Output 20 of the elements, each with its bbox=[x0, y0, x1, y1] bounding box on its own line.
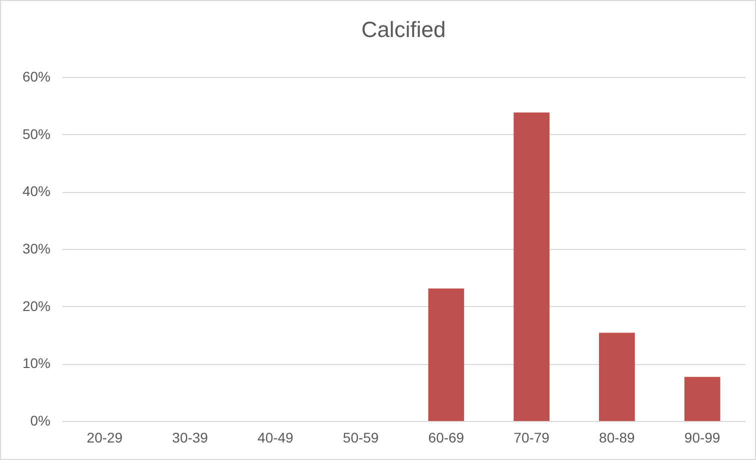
y-tick-label: 30% bbox=[22, 240, 50, 256]
x-tick-label: 40-49 bbox=[258, 430, 294, 446]
y-tick-label: 10% bbox=[22, 355, 50, 372]
y-tick-label: 0% bbox=[30, 412, 50, 428]
bar bbox=[684, 376, 720, 421]
bar bbox=[428, 288, 464, 421]
x-tick-label: 90-99 bbox=[684, 430, 720, 446]
bar bbox=[599, 332, 635, 421]
y-tick-label: 50% bbox=[22, 126, 50, 142]
y-tick-label: 40% bbox=[22, 183, 50, 200]
x-tick-label: 20-29 bbox=[86, 430, 123, 446]
x-tick-label: 30-39 bbox=[172, 430, 208, 446]
y-tick-label: 20% bbox=[22, 298, 50, 314]
x-tick-label: 50-59 bbox=[342, 430, 379, 446]
y-tick-label: 60% bbox=[22, 68, 50, 84]
x-tick-label: 80-89 bbox=[599, 430, 636, 446]
chart-title: Calcified bbox=[361, 17, 446, 42]
x-tick-label: 60-69 bbox=[428, 430, 464, 446]
bar bbox=[514, 112, 550, 421]
x-tick-label: 70-79 bbox=[514, 430, 550, 446]
